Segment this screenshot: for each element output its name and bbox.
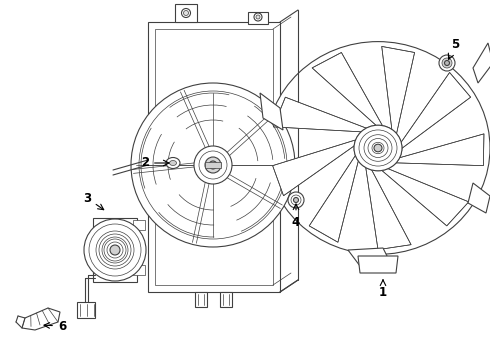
Polygon shape (312, 53, 384, 128)
Polygon shape (273, 97, 368, 132)
Ellipse shape (89, 224, 141, 276)
Polygon shape (400, 72, 471, 150)
Ellipse shape (294, 198, 298, 202)
Ellipse shape (444, 60, 449, 66)
Ellipse shape (266, 42, 490, 255)
Polygon shape (205, 162, 221, 168)
Ellipse shape (181, 9, 191, 18)
Ellipse shape (374, 144, 382, 152)
Polygon shape (133, 265, 145, 275)
Polygon shape (473, 43, 490, 83)
Polygon shape (380, 168, 469, 226)
Text: 3: 3 (83, 192, 104, 210)
Polygon shape (77, 302, 95, 318)
Polygon shape (93, 218, 137, 282)
Ellipse shape (254, 13, 262, 21)
Ellipse shape (183, 10, 189, 15)
Ellipse shape (131, 83, 295, 247)
Ellipse shape (256, 15, 260, 19)
Ellipse shape (205, 157, 221, 173)
Polygon shape (393, 134, 484, 166)
Polygon shape (272, 139, 358, 196)
Polygon shape (309, 153, 359, 242)
Ellipse shape (372, 142, 384, 154)
Ellipse shape (354, 125, 402, 171)
Polygon shape (382, 46, 415, 136)
Ellipse shape (372, 142, 384, 154)
Ellipse shape (194, 146, 232, 184)
Polygon shape (358, 256, 398, 273)
Ellipse shape (442, 58, 452, 68)
Text: 1: 1 (379, 280, 387, 300)
Polygon shape (220, 292, 232, 307)
Ellipse shape (170, 161, 176, 166)
Ellipse shape (166, 158, 180, 168)
Ellipse shape (359, 130, 397, 166)
Ellipse shape (209, 161, 217, 169)
Polygon shape (155, 29, 273, 285)
Ellipse shape (199, 151, 227, 179)
Ellipse shape (84, 219, 146, 281)
Polygon shape (366, 165, 411, 249)
Polygon shape (175, 4, 197, 22)
Ellipse shape (110, 245, 120, 255)
Text: 4: 4 (292, 204, 300, 229)
Ellipse shape (291, 195, 301, 205)
Ellipse shape (139, 91, 287, 239)
Polygon shape (248, 12, 268, 24)
Polygon shape (195, 292, 207, 307)
Polygon shape (133, 220, 145, 230)
Polygon shape (148, 22, 280, 292)
Ellipse shape (364, 135, 392, 161)
Polygon shape (260, 93, 283, 130)
Polygon shape (22, 308, 60, 330)
Ellipse shape (288, 192, 304, 208)
Ellipse shape (369, 139, 387, 157)
Polygon shape (348, 248, 393, 270)
Ellipse shape (439, 55, 455, 71)
Text: 2: 2 (141, 157, 169, 170)
Ellipse shape (96, 231, 134, 269)
Text: 5: 5 (448, 39, 459, 59)
Text: 6: 6 (44, 320, 66, 333)
Ellipse shape (104, 239, 126, 261)
Polygon shape (468, 183, 490, 213)
Ellipse shape (354, 125, 402, 171)
Ellipse shape (359, 130, 397, 166)
Ellipse shape (364, 135, 392, 161)
Ellipse shape (368, 139, 388, 158)
